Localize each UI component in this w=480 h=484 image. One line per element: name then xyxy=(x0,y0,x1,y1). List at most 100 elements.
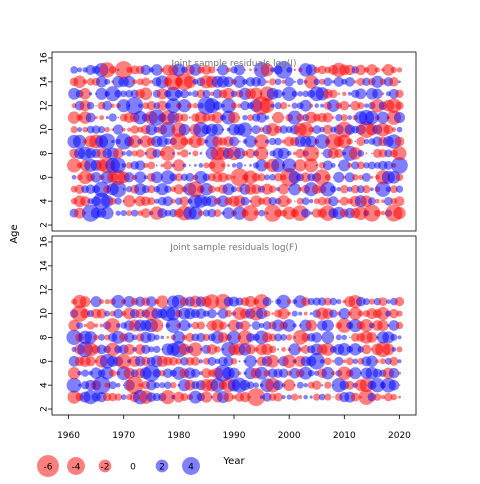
residual-bubble xyxy=(203,162,210,169)
residual-bubble xyxy=(287,110,302,125)
residual-bubble xyxy=(362,77,371,86)
residual-bubble xyxy=(81,369,89,377)
residual-bubble xyxy=(230,168,249,187)
residual-bubble xyxy=(105,86,121,102)
residual-bubble xyxy=(207,208,217,218)
residual-bubble xyxy=(218,321,228,330)
residual-bubble xyxy=(112,148,124,159)
residual-bubble xyxy=(390,333,398,341)
residual-bubble xyxy=(230,358,238,365)
residual-bubble xyxy=(293,68,296,72)
residual-bubble xyxy=(315,152,319,155)
residual-bubble xyxy=(114,89,123,98)
residual-bubble xyxy=(150,64,163,76)
residual-bubble xyxy=(344,124,356,135)
residual-bubble xyxy=(160,145,176,161)
residual-bubble xyxy=(82,126,88,133)
residual-bubble xyxy=(367,161,376,170)
residual-bubble xyxy=(322,124,333,135)
residual-bubble xyxy=(230,102,238,109)
residual-bubble xyxy=(66,158,82,173)
residual-bubble xyxy=(375,359,380,364)
residual-bubble xyxy=(222,183,235,196)
residual-bubble xyxy=(96,344,107,355)
legend-label: 0 xyxy=(130,463,136,473)
residual-bubble xyxy=(90,296,102,308)
residual-bubble xyxy=(192,150,199,157)
residual-bubble xyxy=(268,137,277,146)
residual-bubble xyxy=(198,162,204,168)
residual-bubble xyxy=(224,310,233,318)
y-tick-label: 12 xyxy=(40,100,50,111)
residual-bubble xyxy=(322,160,333,171)
residual-bubble xyxy=(388,379,400,391)
residual-bubble xyxy=(284,77,294,87)
y-tick-label: 10 xyxy=(40,308,50,320)
residual-bubble xyxy=(223,76,234,88)
residual-bubble xyxy=(321,152,324,155)
residual-bubble xyxy=(172,63,186,77)
residual-bubble xyxy=(309,395,313,399)
residual-bubble xyxy=(120,394,127,400)
residual-bubble xyxy=(188,164,191,167)
residual-bubble xyxy=(262,297,272,307)
residual-bubble xyxy=(298,122,314,138)
residual-bubble xyxy=(209,157,226,174)
residual-bubble xyxy=(221,128,225,131)
residual-bubble xyxy=(77,370,82,376)
residual-bubble xyxy=(398,384,401,387)
residual-bubble xyxy=(287,104,291,107)
residual-bubble xyxy=(317,196,327,206)
residual-bubble xyxy=(308,353,325,370)
residual-bubble xyxy=(189,63,202,76)
residual-bubble xyxy=(95,76,108,88)
residual-bubble xyxy=(123,75,136,88)
residual-bubble xyxy=(200,182,213,196)
residual-bubble xyxy=(71,174,77,180)
residual-bubble xyxy=(396,310,403,317)
residual-bubble xyxy=(372,88,383,100)
legend-bubble xyxy=(37,455,59,477)
residual-bubble xyxy=(305,319,317,332)
residual-bubble xyxy=(376,111,390,124)
residual-bubble xyxy=(373,393,382,401)
residual-bubble xyxy=(272,111,284,124)
residual-bubble xyxy=(376,306,390,321)
residual-bubble xyxy=(236,161,243,169)
residual-bubble xyxy=(320,181,336,197)
residual-bubble xyxy=(332,336,335,339)
residual-bubble xyxy=(99,323,104,328)
residual-bubble xyxy=(266,152,269,155)
residual-bubble xyxy=(132,79,138,85)
residual-bubble xyxy=(95,87,108,100)
residual-bubble xyxy=(281,347,286,352)
residual-bubble xyxy=(124,332,135,343)
residual-bubble xyxy=(180,113,189,122)
residual-bubble xyxy=(258,209,265,217)
residual-bubble xyxy=(93,334,99,341)
residual-bubble xyxy=(323,297,332,306)
y-tick-label: 8 xyxy=(40,334,50,340)
residual-bubble xyxy=(298,187,303,192)
residual-bubble xyxy=(185,172,195,182)
residual-bubble xyxy=(253,382,259,389)
residual-bubble xyxy=(104,382,111,389)
residual-bubble xyxy=(164,138,172,145)
residual-bubble xyxy=(105,116,109,120)
residual-bubble xyxy=(331,370,336,376)
residual-bubble xyxy=(363,138,370,145)
residual-bubble xyxy=(190,356,200,366)
residual-bubble xyxy=(208,185,216,194)
y-tick-label: 2 xyxy=(40,222,50,228)
residual-bubble xyxy=(195,308,207,319)
residual-bubble xyxy=(84,331,97,344)
residual-bubble xyxy=(77,127,83,133)
residual-bubble xyxy=(160,389,175,405)
residual-bubble xyxy=(347,91,352,96)
residual-bubble xyxy=(125,376,144,395)
residual-bubble xyxy=(187,323,193,328)
residual-bubble xyxy=(297,90,304,97)
residual-bubble xyxy=(79,296,91,308)
residual-bubble xyxy=(254,134,269,149)
residual-bubble xyxy=(296,381,304,389)
